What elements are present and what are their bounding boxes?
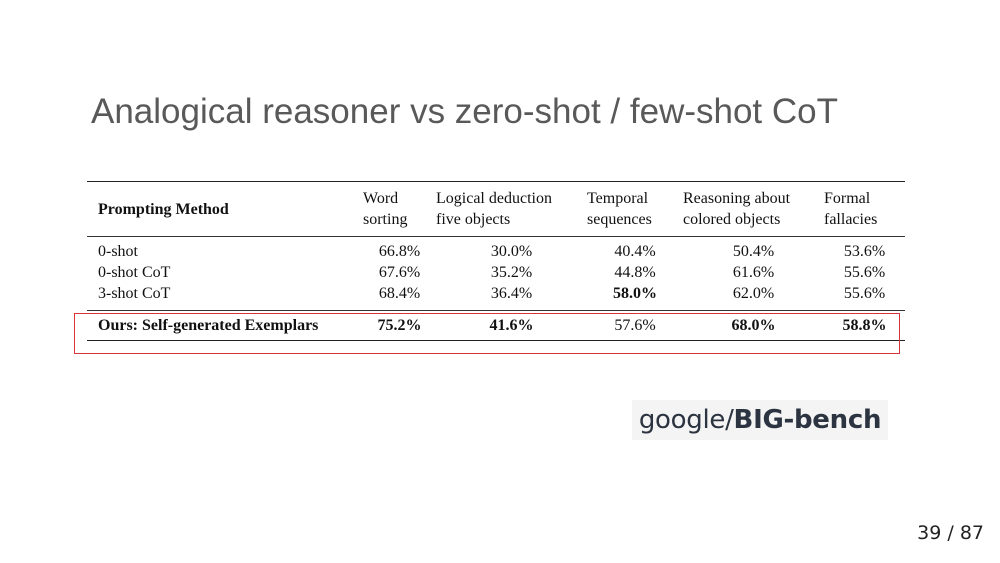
header-line: fallacies	[824, 211, 878, 228]
page-number: 39 / 87	[917, 522, 984, 544]
page-separator: /	[947, 522, 954, 544]
value-cell: 67.6%	[378, 264, 421, 281]
header-word-sorting: Word sorting	[363, 182, 436, 237]
value-cell: 62.0%	[732, 285, 775, 302]
value-cell: 36.4%	[490, 285, 533, 302]
value-cell-best: 75.2%	[377, 317, 422, 334]
value-cell: 40.4%	[614, 243, 656, 260]
table-header-row: Prompting Method Word sorting Logical de…	[87, 181, 905, 237]
table-row: 3-shot CoT 68.4% 36.4% 58.0% 62.0% 55.6%	[87, 283, 905, 311]
value-cell: 30.0%	[490, 243, 533, 260]
value-cell: 53.6%	[843, 243, 886, 260]
slide-title: Analogical reasoner vs zero-shot / few-s…	[91, 92, 838, 131]
header-formal-fallacies: Formal fallacies	[824, 182, 905, 237]
header-line: Temporal	[587, 190, 649, 207]
value-cell: 50.4%	[732, 243, 775, 260]
value-cell: 57.6%	[614, 317, 656, 334]
header-colored-objects: Reasoning about colored objects	[683, 182, 824, 237]
value-cell-best: 41.6%	[489, 317, 534, 334]
method-cell: 0-shot	[98, 243, 138, 260]
value-cell: 61.6%	[732, 264, 775, 281]
header-line: Reasoning about	[683, 190, 791, 207]
logo-prefix: google/	[638, 405, 734, 435]
logo-strong: BIG	[733, 405, 784, 435]
table-row: 0-shot 66.8% 30.0% 40.4% 50.4% 53.6%	[87, 237, 905, 263]
header-line: Logical deduction	[436, 190, 552, 207]
table-row-ours: Ours: Self-generated Exemplars 75.2% 41.…	[87, 310, 905, 341]
table-row: 0-shot CoT 67.6% 35.2% 44.8% 61.6% 55.6%	[87, 262, 905, 283]
value-cell: 66.8%	[378, 243, 421, 260]
value-cell: 55.6%	[843, 264, 886, 281]
page-current: 39	[917, 522, 942, 544]
value-cell: 35.2%	[490, 264, 533, 281]
method-cell: 0-shot CoT	[98, 264, 171, 281]
header-line: five objects	[436, 211, 511, 228]
header-prompting-method: Prompting Method	[98, 200, 229, 218]
value-cell-best: 68.0%	[731, 317, 776, 334]
header-line: Word	[363, 190, 399, 207]
page-total: 87	[959, 522, 984, 544]
header-logical-deduction: Logical deduction five objects	[436, 182, 587, 237]
header-line: Formal	[824, 190, 871, 207]
big-bench-logo: google/BIG -bench	[632, 400, 888, 440]
results-table-container: Prompting Method Word sorting Logical de…	[87, 181, 905, 341]
value-cell: 68.4%	[378, 285, 421, 302]
header-temporal-sequences: Temporal sequences	[587, 182, 683, 237]
method-cell-ours: Ours: Self-generated Exemplars	[98, 317, 319, 334]
highlight-box	[74, 313, 900, 354]
value-cell: 55.6%	[843, 285, 886, 302]
logo-suffix: -bench	[783, 405, 882, 435]
header-line: sequences	[587, 211, 652, 228]
value-cell: 44.8%	[614, 264, 656, 281]
header-line: colored objects	[683, 211, 781, 228]
method-cell: 3-shot CoT	[98, 285, 171, 302]
value-cell-best: 58.8%	[842, 317, 887, 334]
header-line: sorting	[363, 211, 408, 228]
results-table: Prompting Method Word sorting Logical de…	[87, 181, 905, 341]
value-cell-best: 58.0%	[613, 285, 657, 302]
